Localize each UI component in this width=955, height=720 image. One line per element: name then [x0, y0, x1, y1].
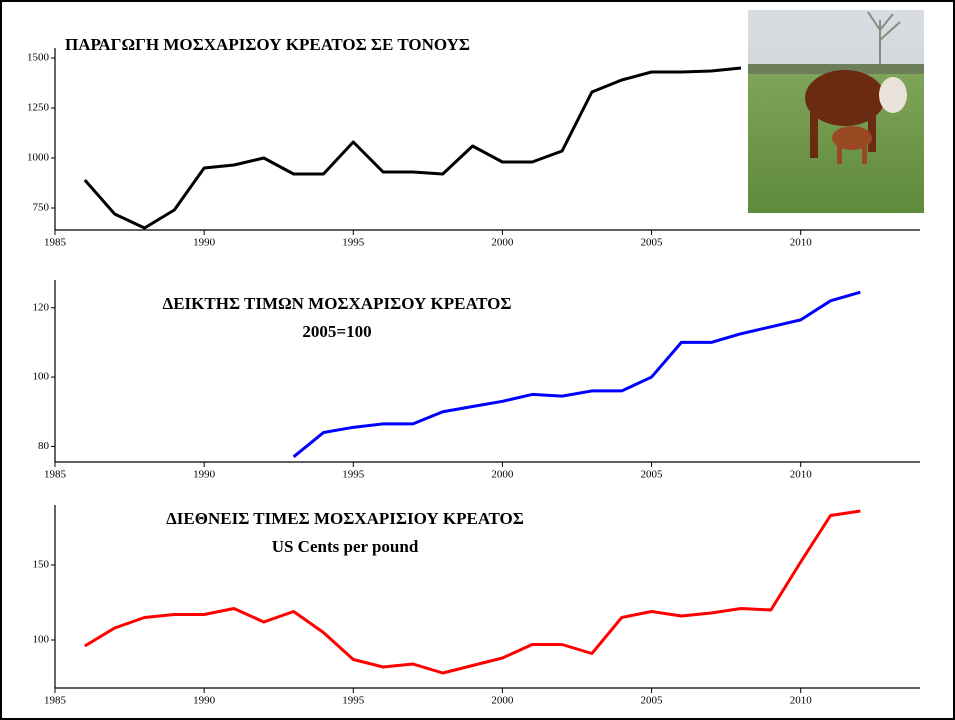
x-tick-label: 2005 [641, 695, 664, 707]
x-tick-label: 1985 [44, 695, 67, 707]
chart-title: ΔΙΕΘΝΕΙΣ ΤΙΜΕΣ ΜΟΣΧΑΡΙΣΙΟΥ ΚΡΕΑΤΟΣ [166, 509, 524, 528]
x-tick-label: 1990 [193, 695, 216, 707]
chart-subtitle: US Cents per pound [272, 537, 419, 556]
x-tick-label: 1990 [193, 237, 216, 249]
y-tick-label: 750 [33, 202, 50, 214]
x-tick-label: 2010 [790, 469, 813, 481]
data-line [84, 509, 861, 675]
x-tick-label: 2005 [641, 469, 664, 481]
y-tick-label: 120 [33, 301, 50, 313]
data-line [83, 66, 742, 230]
x-tick-label: 1995 [342, 469, 365, 481]
x-tick-label: 1985 [44, 469, 67, 481]
x-tick-label: 2000 [491, 237, 514, 249]
x-tick-label: 1990 [193, 469, 216, 481]
y-tick-label: 1250 [27, 102, 50, 114]
x-tick-label: 1985 [44, 237, 67, 249]
chart-title: ΔΕΙΚΤΗΣ ΤΙΜΩΝ ΜΟΣΧΑΡΙΣΟΥ ΚΡΕΑΤΟΣ [163, 294, 512, 313]
y-tick-label: 80 [38, 440, 50, 452]
cow-photo [748, 10, 924, 213]
x-tick-label: 2000 [491, 695, 514, 707]
x-tick-label: 2010 [790, 695, 813, 707]
chart-title: ΠΑΡΑΓΩΓΗ ΜΟΣΧΑΡΙΣΟΥ ΚΡΕΑΤΟΣ ΣΕ ΤΟΝΟΥΣ [65, 35, 470, 54]
y-tick-label: 1000 [27, 152, 50, 164]
y-tick-label: 1500 [27, 52, 50, 64]
data-line [292, 290, 861, 458]
chart-subtitle: 2005=100 [302, 322, 371, 341]
y-tick-label: 100 [33, 371, 50, 383]
x-tick-label: 2000 [491, 469, 514, 481]
y-tick-label: 100 [33, 634, 50, 646]
x-tick-label: 1995 [342, 695, 365, 707]
x-tick-label: 2010 [790, 237, 813, 249]
y-tick-label: 150 [33, 559, 50, 571]
x-tick-label: 2005 [641, 237, 664, 249]
x-tick-label: 1995 [342, 237, 365, 249]
